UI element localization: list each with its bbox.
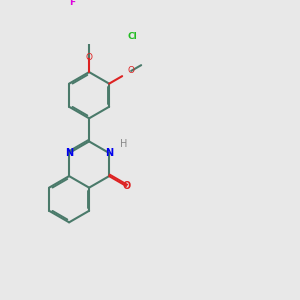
Text: H: H xyxy=(121,139,128,149)
Text: N: N xyxy=(65,148,73,158)
Text: Cl: Cl xyxy=(127,32,137,40)
Text: O: O xyxy=(128,66,135,75)
Text: O: O xyxy=(85,52,93,62)
Text: O: O xyxy=(122,181,130,191)
Text: N: N xyxy=(105,148,113,158)
Text: F: F xyxy=(69,0,75,7)
